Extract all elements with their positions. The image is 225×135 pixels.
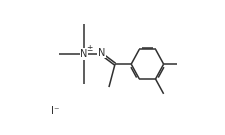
- Text: N: N: [97, 48, 105, 58]
- Text: N: N: [80, 49, 87, 59]
- Text: ±: ±: [86, 44, 92, 53]
- Text: I⁻: I⁻: [51, 106, 60, 116]
